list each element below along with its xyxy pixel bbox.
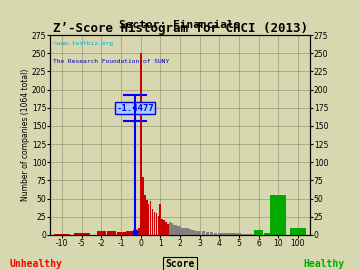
Bar: [268, 234, 272, 235]
Bar: [197, 231, 199, 235]
Bar: [213, 233, 217, 235]
Bar: [221, 234, 225, 235]
Bar: [191, 230, 193, 235]
Bar: [175, 225, 177, 235]
Bar: [185, 228, 187, 235]
Bar: [156, 213, 157, 235]
Bar: [163, 220, 165, 235]
Bar: [229, 234, 233, 235]
Bar: [193, 230, 195, 235]
Title: Z’-Score Histogram for CHCI (2013): Z’-Score Histogram for CHCI (2013): [53, 22, 307, 35]
Bar: [198, 231, 201, 235]
Bar: [117, 232, 126, 235]
Bar: [189, 229, 191, 235]
Bar: [97, 231, 106, 235]
Bar: [159, 204, 161, 235]
Bar: [161, 219, 163, 235]
Bar: [210, 232, 213, 235]
Bar: [233, 234, 237, 235]
Text: The Research Foundation of SUNY: The Research Foundation of SUNY: [53, 59, 169, 64]
Bar: [206, 232, 209, 235]
Bar: [144, 195, 145, 235]
Bar: [187, 228, 189, 235]
Bar: [165, 222, 167, 235]
Bar: [254, 230, 263, 235]
Bar: [54, 234, 70, 235]
Bar: [272, 234, 276, 235]
Bar: [195, 231, 197, 235]
Bar: [274, 234, 278, 235]
Bar: [290, 228, 306, 235]
Bar: [171, 223, 173, 235]
Bar: [148, 204, 149, 235]
Bar: [270, 234, 274, 235]
Bar: [140, 53, 141, 235]
Text: Sector: Financials: Sector: Financials: [119, 20, 241, 30]
Bar: [264, 233, 273, 235]
Bar: [177, 226, 179, 235]
Bar: [154, 212, 156, 235]
Bar: [183, 228, 185, 235]
Bar: [158, 216, 159, 235]
Bar: [270, 195, 286, 235]
Bar: [217, 233, 221, 235]
Text: ©www.textbiz.org: ©www.textbiz.org: [53, 41, 113, 46]
Text: Unhealthy: Unhealthy: [10, 259, 62, 269]
Bar: [146, 200, 148, 235]
Bar: [107, 231, 116, 235]
Bar: [152, 209, 153, 235]
Bar: [241, 234, 244, 235]
Bar: [169, 222, 171, 235]
Text: Score: Score: [165, 259, 195, 269]
Text: -1.4477: -1.4477: [116, 103, 154, 113]
Bar: [245, 234, 248, 235]
Bar: [150, 201, 152, 235]
Bar: [237, 234, 241, 235]
Bar: [138, 228, 140, 235]
Bar: [179, 226, 181, 235]
Bar: [225, 234, 229, 235]
Bar: [181, 228, 183, 235]
Bar: [126, 231, 135, 235]
Bar: [74, 234, 90, 235]
Bar: [202, 231, 205, 235]
Bar: [173, 225, 175, 235]
Text: Healthy: Healthy: [303, 259, 345, 269]
Bar: [253, 234, 256, 235]
Y-axis label: Number of companies (1064 total): Number of companies (1064 total): [21, 69, 30, 201]
Bar: [167, 224, 169, 235]
Bar: [249, 234, 252, 235]
Bar: [142, 177, 144, 235]
